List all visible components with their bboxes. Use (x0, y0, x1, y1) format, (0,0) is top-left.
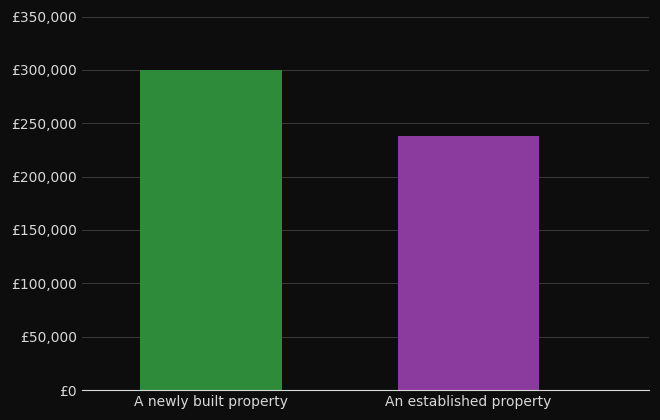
Bar (397, 136, 539, 390)
Bar (140, 70, 282, 390)
